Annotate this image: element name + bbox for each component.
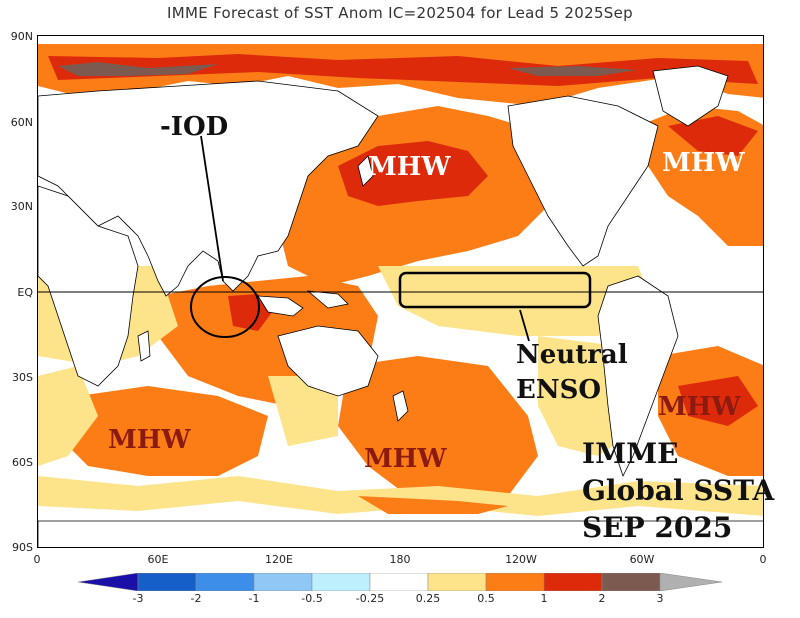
colorbar-swatch-9 [601,573,661,591]
annotation-mhw-north-atlantic: MHW [662,148,745,178]
chart-title: IMME Forecast of SST Anom IC=202504 for … [167,4,633,22]
land-north-america [507,95,659,267]
lat-label-30n: 30N [10,200,33,213]
sst-anomaly-map [37,35,764,548]
continents [38,65,763,547]
lon-label-0: 0 [33,553,41,566]
colorbar [78,573,723,591]
colorbar-label-neg2: -2 [190,592,202,605]
colorbar-swatch-3 [253,573,313,591]
land-new-zealand [392,390,409,422]
lon-label-180: 180 [389,553,411,566]
colorbar-label-0-25: 0.25 [415,592,441,605]
anomaly-region-southern-ocean-mid [358,496,508,514]
land-australia [277,325,379,397]
colorbar-swatch-7 [485,573,545,591]
colorbar-arrow-left [78,573,139,591]
anomaly-region-south-pacific [338,356,538,506]
lon-label-60e: 60E [147,553,169,566]
land-japan [357,155,374,187]
colorbar-label-neg3: -3 [132,592,144,605]
colorbar-label-neg0-5: -0.5 [301,592,323,605]
annotation-global-ssta: Global SSTA [582,474,775,507]
annotation-sep-2025: SEP 2025 [582,511,733,544]
colorbar-swatch-2 [195,573,255,591]
colorbar-label-neg1: -1 [248,592,260,605]
land-south-america [597,275,679,478]
lat-label-30s: 30S [12,371,33,384]
colorbar-label-2: 2 [598,592,606,605]
annotation-mhw-south-atlantic: MHW [658,392,741,422]
colorbar-swatch-5 [369,573,429,591]
iod-pointer [200,135,224,282]
anomaly-region-light-tropics [38,266,658,366]
colorbar-swatch-1 [137,573,197,591]
colorbar-label-1: 1 [540,592,548,605]
anomaly-region-southern-ocean [38,476,763,516]
land-africa [38,185,139,387]
colorbar-label-0-5: 0.5 [477,592,495,605]
land-antarctica [38,520,763,547]
anomaly-region-arctic-strong [48,54,758,86]
enso-pointer [519,309,530,342]
lon-label-60w: 60W [629,553,655,566]
annotation-imme: IMME [582,437,679,470]
anomaly-region-south-atlantic-strong [678,376,758,426]
map-canvas [38,36,763,547]
land-indonesia [257,290,349,317]
anomaly-region-north-atlantic-strong [668,116,758,156]
lat-label-60s: 60S [12,456,33,469]
lat-label-eq: EQ [17,286,33,299]
anomaly-region-south-indian [58,386,268,476]
colorbar-swatch-8 [543,573,603,591]
annotation-mhw-north-pacific: MHW [368,152,451,182]
anomaly-region-arctic-extreme [58,62,638,76]
lat-label-60n: 60N [10,116,33,129]
land-greenland [652,65,729,127]
land-madagascar [137,330,151,362]
enso-box [398,271,592,309]
lat-label-90s: 90S [12,541,33,554]
lon-label-0-east: 0 [759,553,767,566]
lat-label-90n: 90N [10,30,33,43]
colorbar-swatch-4 [311,573,371,591]
lon-label-120w: 120W [505,553,537,566]
colorbar-label-3: 3 [656,592,664,605]
colorbar-label-neg0-25: -0.25 [355,592,385,605]
annotation-iod: -IOD [160,112,229,142]
colorbar-swatch-6 [427,573,487,591]
annotation-mhw-south-pacific: MHW [364,444,447,474]
anomaly-region-iod-strong [228,294,273,331]
annotation-mhw-south-indian: MHW [108,425,191,455]
anomaly-region-north-pacific-strong [338,141,488,206]
colorbar-arrow-right [659,573,723,591]
annotation-neutral: Neutral [516,340,628,370]
land-eurasia [38,80,379,297]
iod-circle [190,276,260,338]
lon-label-120e: 120E [265,553,293,566]
annotation-enso: ENSO [516,375,602,405]
